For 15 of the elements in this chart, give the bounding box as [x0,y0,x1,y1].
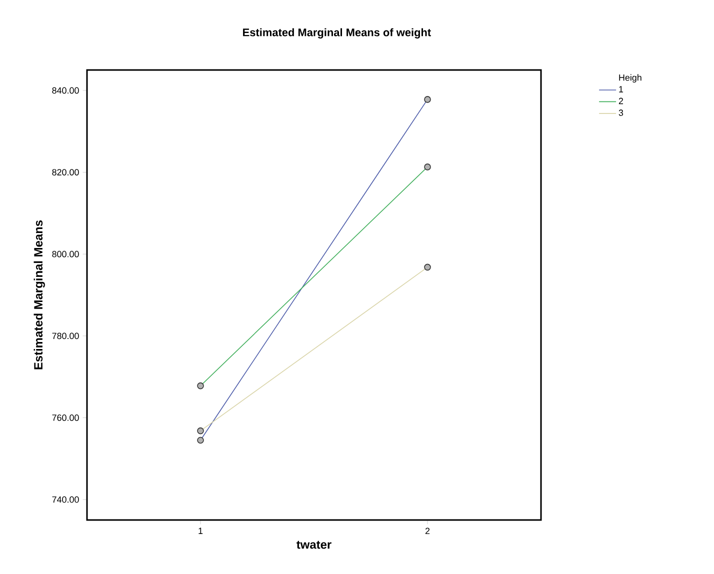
x-axis-title: twater [296,540,332,549]
y-tick-label: 820.00 [52,169,79,176]
y-tick-label: 740.00 [52,496,79,503]
y-tick-label: 800.00 [52,250,79,258]
legend-label: 1 [619,86,624,92]
chart-title: Estimated Marginal Means of weight [243,28,431,38]
point [197,427,204,434]
legend-label: 2 [618,98,623,104]
point [424,264,431,271]
y-tick-label: 780.00 [52,332,79,340]
legend-label: 3 [618,110,624,116]
y-tick-label: 760.00 [52,414,79,421]
y-tick-label: 840.00 [52,87,79,94]
legend-title: Heigh [619,74,642,83]
y-axis-title: Estimated Marginal Means [34,220,45,370]
